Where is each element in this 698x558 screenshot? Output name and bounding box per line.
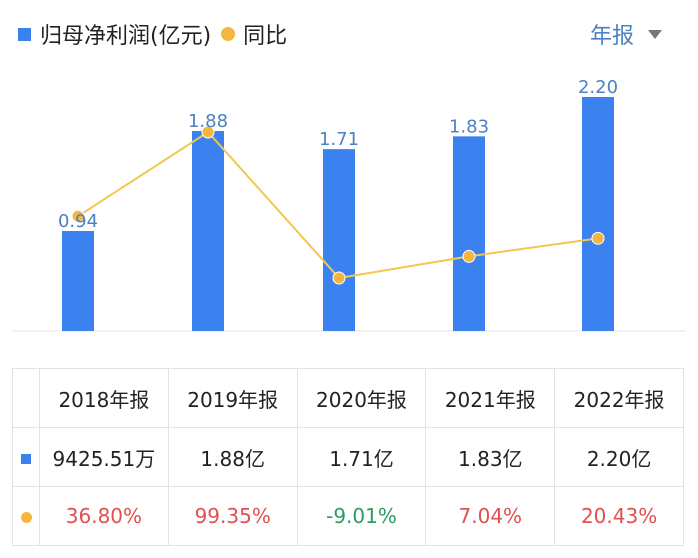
table-header-cell: 2020年报 — [296, 368, 427, 428]
profit-cell: 1.83亿 — [425, 427, 556, 487]
period-selector[interactable]: 年报 — [590, 18, 662, 50]
bar-value-label: 1.71 — [319, 129, 359, 150]
table-row-profit: 9425.51万 1.88亿 1.71亿 1.83亿 2.20亿 — [12, 427, 684, 487]
bar — [453, 136, 485, 331]
yoy-point — [332, 271, 346, 285]
table-header-row: 2018年报 2019年报 2020年报 2021年报 2022年报 — [12, 368, 684, 428]
yoy-cell: 7.04% — [425, 486, 556, 546]
profit-cell: 1.88亿 — [167, 427, 298, 487]
table-header-cell: 2022年报 — [554, 368, 684, 428]
line-legend-label: 同比 — [243, 24, 288, 49]
yoy-cell: -9.01% — [296, 486, 427, 546]
profit-chart: 0.94 1.88 1.71 1.83 2.20 — [12, 77, 686, 332]
data-table: 2018年报 2019年报 2020年报 2021年报 2022年报 9425.… — [12, 368, 684, 546]
bar-value-label: 1.88 — [188, 111, 228, 132]
table-header-cell: 2021年报 — [425, 368, 556, 428]
bar-legend-label: 归母净利润(亿元) — [40, 24, 212, 49]
table-header-cell: 2018年报 — [39, 368, 169, 428]
bar — [62, 231, 94, 331]
profit-cell: 9425.51万 — [39, 427, 169, 487]
line-legend-swatch — [221, 27, 236, 41]
line-dot-icon — [20, 512, 32, 523]
caret-down-icon — [648, 29, 662, 39]
yoy-cell: 99.35% — [167, 486, 298, 546]
profit-cell: 1.71亿 — [296, 427, 427, 487]
bar-value-label: 0.94 — [58, 211, 98, 232]
table-row-yoy: 36.80% 99.35% -9.01% 7.04% 20.43% — [12, 486, 684, 546]
bar-value-label: 2.20 — [578, 77, 618, 98]
bar-legend-swatch — [18, 27, 31, 41]
bar-square-icon — [21, 454, 31, 464]
yoy-point — [71, 209, 85, 223]
yoy-row-icon-cell — [12, 486, 40, 546]
bar — [323, 149, 355, 331]
profit-cell: 2.20亿 — [554, 427, 684, 487]
yoy-cell: 20.43% — [554, 486, 684, 546]
period-selector-label: 年报 — [589, 24, 634, 49]
bar-value-label: 1.83 — [449, 116, 489, 137]
bar — [192, 131, 224, 331]
yoy-cell: 36.80% — [39, 486, 169, 546]
chart-legend: 归母净利润(亿元) 同比 — [18, 18, 287, 50]
bar — [582, 97, 614, 331]
yoy-point — [591, 231, 605, 245]
table-corner-cell — [12, 368, 40, 428]
yoy-point — [201, 125, 215, 139]
table-header-cell: 2019年报 — [167, 368, 298, 428]
yoy-point — [462, 249, 476, 263]
profit-row-icon-cell — [12, 427, 40, 487]
